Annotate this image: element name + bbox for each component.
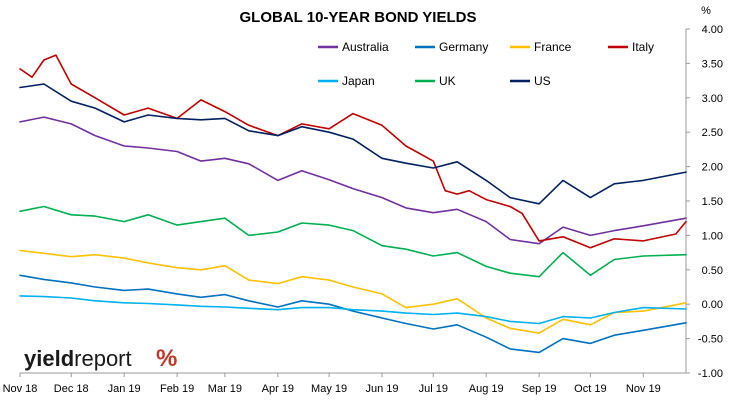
legend-label-germany: Germany (439, 40, 488, 54)
logo-percent-symbol: % (156, 345, 177, 372)
series-line-france (19, 249, 687, 334)
legend-label-us: US (534, 74, 551, 88)
y-tick-label: -1.00 (698, 368, 723, 380)
y-axis-ticks: -1.00 -0.50 0.00 0.50 1.00 1.50 2.00 2.50 3.00 3.… (686, 24, 723, 380)
legend-label-italy: Italy (632, 40, 654, 54)
yieldreport-logo: yieldreport % (24, 345, 177, 372)
x-tick-label: Jul 19 (419, 383, 448, 395)
y-tick-label: -0.50 (698, 334, 723, 346)
x-tick-label: Aug 19 (469, 383, 504, 395)
legend-label-japan: Japan (342, 74, 375, 88)
y-tick-label: 1.00 (702, 230, 723, 242)
y-axis-unit: % (701, 5, 711, 17)
chart-title: GLOBAL 10-YEAR BOND YIELDS (240, 9, 477, 26)
series-line-us (19, 83, 687, 205)
x-tick-label: Nov 19 (626, 383, 661, 395)
x-tick-label: Nov 18 (3, 383, 38, 395)
y-tick-label: 3.00 (702, 93, 723, 105)
series-line-germany (19, 274, 687, 354)
legend-label-uk: UK (439, 74, 456, 88)
legend: Australia Germany France Italy Japan UK US (318, 40, 654, 88)
y-tick-label: 2.50 (702, 127, 723, 139)
y-tick-label: 0.00 (702, 299, 723, 311)
series-line-japan (19, 295, 687, 325)
series-lines (19, 54, 687, 354)
logo-text-regular: report (74, 346, 131, 371)
series-line-uk (19, 205, 687, 278)
x-tick-label: Mar 19 (208, 383, 242, 395)
x-tick-label: Sep 19 (522, 383, 557, 395)
x-tick-label: May 19 (311, 383, 347, 395)
x-tick-label: Feb 19 (160, 383, 194, 395)
y-tick-label: 2.00 (702, 162, 723, 174)
x-tick-label: Oct 19 (574, 383, 606, 395)
svg-text:yieldreport: yieldreport (24, 346, 132, 371)
legend-label-australia: Australia (342, 40, 389, 54)
x-tick-label: Dec 18 (54, 383, 89, 395)
x-tick-label: Apr 19 (262, 383, 294, 395)
x-axis-ticks: Nov 18 Dec 18 Jan 19 Feb 19 Mar 19 Apr 19 May … (3, 373, 661, 395)
y-tick-label: 3.50 (702, 58, 723, 70)
logo-text-bold: yield (24, 346, 74, 371)
series-line-italy (19, 54, 687, 249)
x-tick-label: Jan 19 (108, 383, 141, 395)
y-tick-label: 0.50 (702, 265, 723, 277)
legend-label-france: France (534, 40, 572, 54)
x-tick-label: Jun 19 (366, 383, 399, 395)
y-tick-label: 4.00 (702, 24, 723, 36)
y-tick-label: 1.50 (702, 196, 723, 208)
series-line-australia (19, 116, 687, 245)
